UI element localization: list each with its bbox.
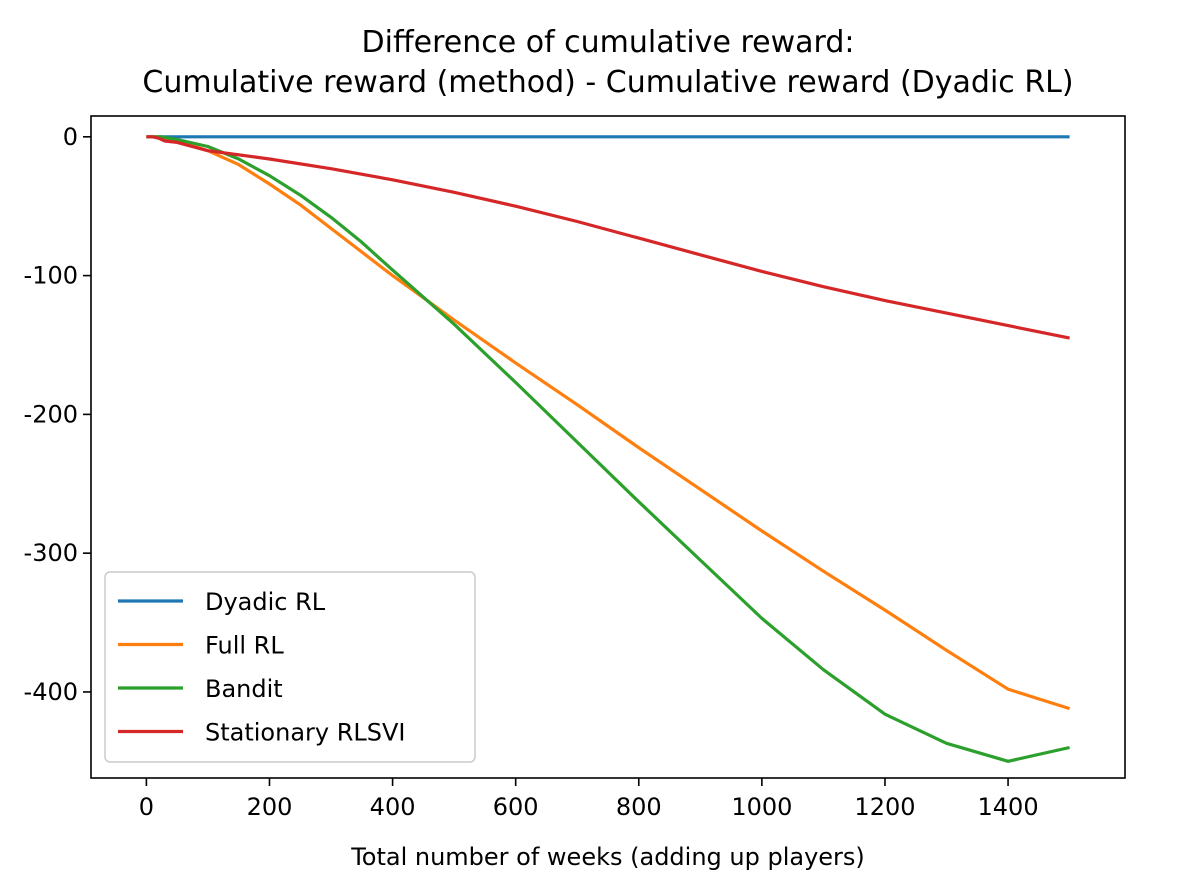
- x-tick-label: 1000: [731, 793, 792, 821]
- x-axis-ticks: 0 200 400 600 800 1000 1200 1400: [139, 778, 1039, 821]
- y-axis-ticks: 0 -100 -200 -300 -400: [24, 123, 91, 706]
- x-tick-label: 800: [616, 793, 662, 821]
- legend-label-stationary-rlsvi: Stationary RLSVI: [205, 719, 406, 747]
- y-tick-label: 0: [63, 123, 78, 151]
- x-tick-label: 1400: [978, 793, 1039, 821]
- chart-title-line2: Cumulative reward (method) - Cumulative …: [142, 65, 1073, 100]
- x-tick-label: 400: [370, 793, 416, 821]
- y-tick-label: -300: [24, 539, 78, 567]
- legend-label-bandit: Bandit: [205, 675, 283, 703]
- series-line-full-rl: [146, 135, 1071, 711]
- legend: Dyadic RL Full RL Bandit Stationary RLSVI: [104, 571, 476, 763]
- series-line-stationary-rlsvi: [146, 135, 1070, 340]
- x-tick-label: 1200: [854, 793, 915, 821]
- x-tick-label: 600: [493, 793, 539, 821]
- legend-frame: [104, 571, 476, 763]
- legend-label-full-rl: Full RL: [205, 632, 284, 660]
- y-tick-label: -400: [24, 678, 78, 706]
- y-tick-label: -200: [24, 400, 78, 428]
- plot-area: [90, 115, 1126, 779]
- legend-label-dyadic-rl: Dyadic RL: [205, 588, 326, 616]
- series-lines: [146, 135, 1071, 763]
- chart-title-line1: Difference of cumulative reward:: [362, 25, 855, 60]
- x-tick-label: 200: [247, 793, 293, 821]
- y-tick-label: -100: [24, 262, 78, 290]
- x-axis-label: Total number of weeks (adding up players…: [350, 843, 865, 871]
- x-tick-label: 0: [139, 793, 154, 821]
